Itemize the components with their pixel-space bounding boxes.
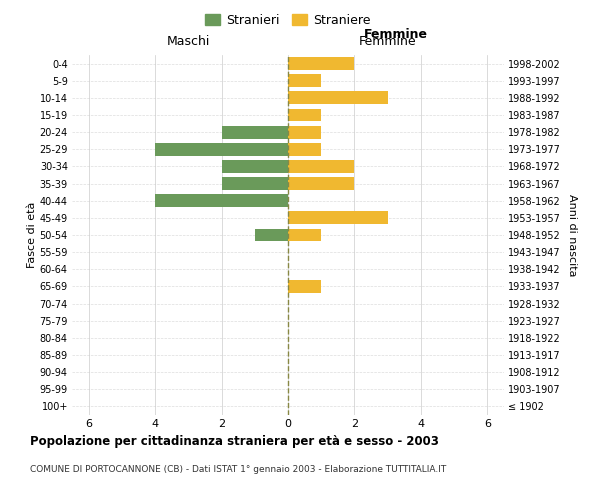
Bar xyxy=(288,280,321,293)
Y-axis label: Fasce di età: Fasce di età xyxy=(26,202,37,268)
Bar xyxy=(288,74,321,87)
Text: Femmine: Femmine xyxy=(359,35,416,48)
Text: Popolazione per cittadinanza straniera per età e sesso - 2003: Popolazione per cittadinanza straniera p… xyxy=(30,435,439,448)
Bar xyxy=(255,228,288,241)
Text: COMUNE DI PORTOCANNONE (CB) - Dati ISTAT 1° gennaio 2003 - Elaborazione TUTTITAL: COMUNE DI PORTOCANNONE (CB) - Dati ISTAT… xyxy=(30,465,446,474)
Text: Femmine: Femmine xyxy=(364,28,428,40)
Bar xyxy=(288,143,321,156)
Bar xyxy=(221,177,288,190)
Text: Maschi: Maschi xyxy=(167,35,210,48)
Bar xyxy=(288,177,355,190)
Bar xyxy=(221,160,288,173)
Bar xyxy=(288,212,388,224)
Bar xyxy=(288,228,321,241)
Bar xyxy=(288,108,321,122)
Bar xyxy=(155,194,288,207)
Bar xyxy=(288,126,321,138)
Bar xyxy=(288,57,355,70)
Bar xyxy=(221,126,288,138)
Y-axis label: Anni di nascita: Anni di nascita xyxy=(566,194,577,276)
Bar xyxy=(155,143,288,156)
Bar xyxy=(288,160,355,173)
Bar xyxy=(288,92,388,104)
Legend: Stranieri, Straniere: Stranieri, Straniere xyxy=(200,8,376,32)
